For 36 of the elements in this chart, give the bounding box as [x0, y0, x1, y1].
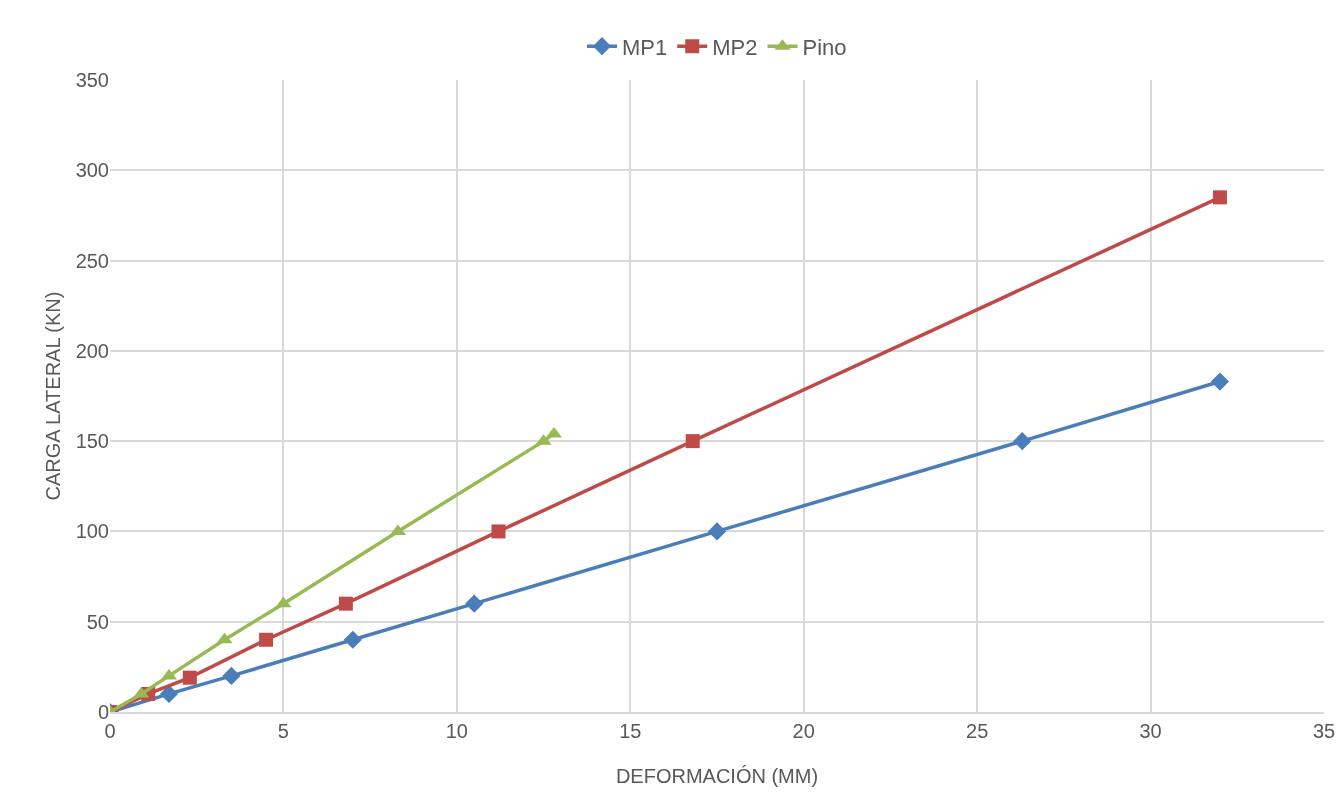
point — [343, 630, 362, 649]
y-tick-label: 0 — [97, 701, 109, 723]
point — [133, 686, 150, 698]
point — [465, 594, 484, 613]
x-tick-label: 20 — [792, 720, 815, 742]
point — [338, 596, 353, 611]
point — [182, 670, 197, 685]
point — [1212, 190, 1227, 205]
point — [1013, 432, 1032, 451]
point — [275, 596, 292, 608]
y-tick-label: 100 — [75, 520, 109, 543]
x-tick-label: 15 — [619, 720, 642, 742]
x-tick-label: 5 — [277, 720, 289, 742]
x-tick-label: 30 — [1139, 720, 1162, 742]
point — [159, 684, 179, 704]
y-tick-label: 300 — [75, 159, 109, 182]
y-tick-label: 50 — [86, 610, 109, 633]
x-tick-label: 25 — [966, 720, 989, 742]
point — [216, 632, 233, 644]
point — [491, 524, 506, 539]
legend-label: MP1 — [622, 34, 668, 60]
legend-label: MP2 — [712, 34, 758, 60]
x-tick-label: 10 — [445, 720, 468, 742]
y-tick-label: 350 — [75, 69, 109, 91]
point — [707, 522, 727, 541]
point — [685, 434, 700, 449]
point — [1210, 372, 1230, 391]
x-axis-title: DEFORMACIÓN (MM) — [615, 765, 819, 787]
y-tick-label: 250 — [75, 249, 109, 272]
y-tick-label: 200 — [75, 339, 109, 362]
point — [222, 666, 241, 685]
x-tick-label: 35 — [1312, 720, 1336, 742]
legend-label: Pino — [802, 34, 847, 60]
y-tick-label: 150 — [75, 430, 109, 453]
y-axis-title: CARGA LATERAL (KN) — [42, 291, 64, 501]
point — [259, 632, 274, 647]
